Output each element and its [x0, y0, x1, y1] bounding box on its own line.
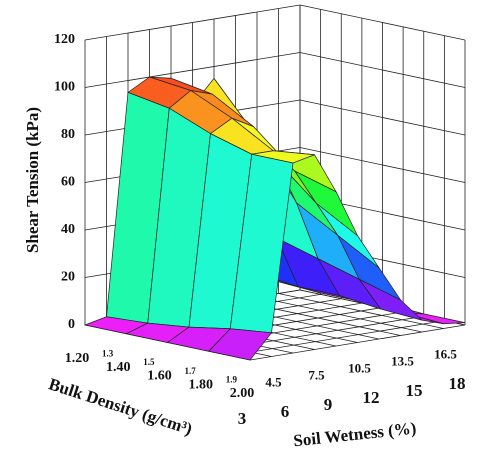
- z-tick-label: 120: [54, 32, 75, 47]
- x-tick-label: 9: [324, 395, 333, 414]
- y-tick-label: 1.80: [189, 377, 214, 392]
- grid-line: [229, 320, 445, 357]
- grid-line: [299, 99, 466, 136]
- grid-line: [299, 147, 466, 183]
- z-tick-label: 40: [61, 222, 75, 237]
- y-tick-label: 1.5: [143, 357, 155, 367]
- y-tick-label: 1.60: [147, 369, 172, 384]
- z-tick-label: 100: [54, 80, 75, 95]
- x-tick-label: 4.5: [265, 374, 282, 389]
- z-tick-label: 80: [61, 127, 75, 142]
- z-tick-label: 60: [61, 175, 75, 190]
- x-tick-label: 10.5: [348, 360, 371, 375]
- grid-line: [299, 52, 466, 88]
- surface-patch: [208, 328, 273, 361]
- x-tick-label: 7.5: [308, 367, 325, 382]
- x-tick-label: 15: [406, 381, 423, 400]
- y-tick-label: 1.20: [65, 351, 90, 366]
- y-tick-label: 2.00: [230, 386, 255, 401]
- x-tick-label: 16.5: [434, 346, 457, 361]
- y-tick-label: 1.9: [226, 375, 238, 385]
- x-tick-label: 3: [238, 409, 247, 428]
- z-tick-label: 20: [61, 270, 75, 285]
- x-tick-label: 13.5: [391, 353, 414, 368]
- y-tick-label: 1.40: [106, 360, 131, 375]
- y-tick-label: 1.3: [102, 348, 114, 358]
- y-axis-title: Bulk Density (g/cm³): [46, 374, 194, 438]
- x-tick-label: 6: [281, 402, 290, 421]
- grid-line: [84, 4, 301, 41]
- x-tick-label: 18: [449, 374, 466, 393]
- x-tick-label: 12: [363, 388, 380, 407]
- grid-line: [84, 52, 301, 88]
- grid-line: [299, 4, 466, 41]
- y-tick-label: 1.7: [185, 366, 197, 376]
- x-axis-title: Soil Wetness (%): [292, 419, 417, 451]
- grid-line: [249, 324, 466, 361]
- z-axis-title: Shear Tension (kPa): [23, 107, 42, 253]
- z-tick-label: 0: [68, 317, 75, 332]
